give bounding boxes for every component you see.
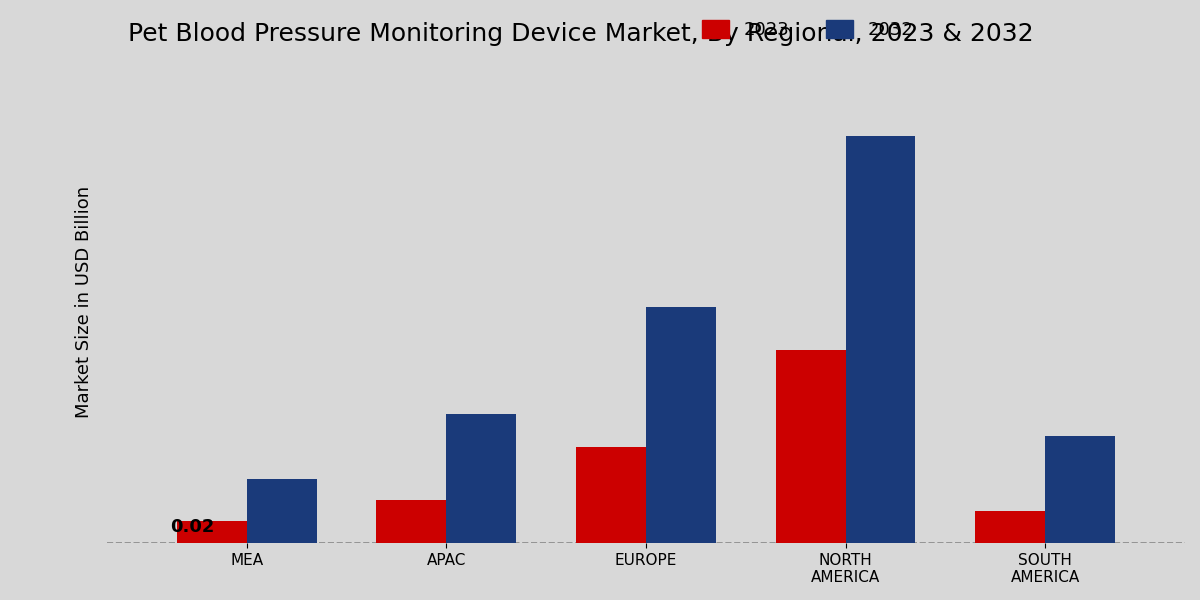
Bar: [377, 500, 446, 543]
Bar: [1045, 436, 1115, 543]
Text: Pet Blood Pressure Monitoring Device Market, By Regional, 2023 & 2032: Pet Blood Pressure Monitoring Device Mar…: [128, 22, 1034, 46]
Y-axis label: Market Size in USD Billion: Market Size in USD Billion: [74, 186, 94, 418]
Bar: [247, 479, 317, 543]
Text: 0.02: 0.02: [169, 518, 214, 536]
Bar: [976, 511, 1045, 543]
Bar: [176, 521, 247, 543]
Bar: [646, 307, 716, 543]
Bar: [446, 415, 516, 543]
Legend: 2023, 2032: 2023, 2032: [695, 13, 920, 46]
Bar: [846, 136, 916, 543]
Bar: [775, 350, 846, 543]
Bar: [576, 446, 646, 543]
